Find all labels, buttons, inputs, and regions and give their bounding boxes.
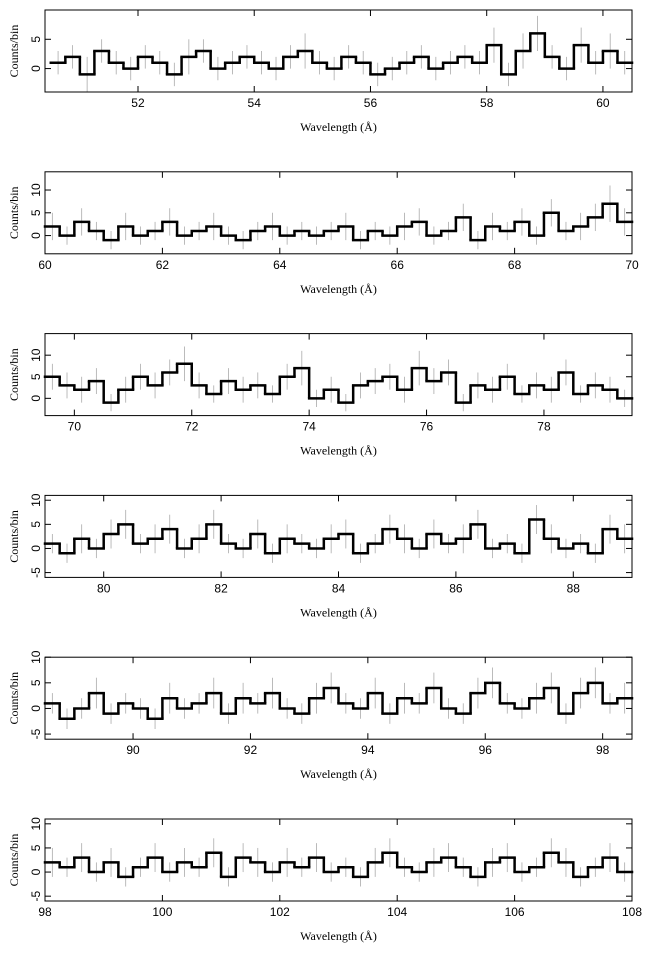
y-axis-label: Counts/bin — [7, 186, 21, 239]
y-axis-label: Counts/bin — [7, 348, 21, 401]
x-tick-label: 60 — [596, 96, 610, 110]
y-tick-label: 5 — [29, 36, 43, 43]
y-tick-label: 0 — [29, 705, 43, 712]
x-tick-label: 100 — [152, 905, 172, 919]
x-axis-label: Wavelength (Å) — [300, 605, 377, 619]
x-tick-label: 78 — [537, 420, 551, 434]
x-tick-label: 82 — [214, 581, 228, 595]
x-tick-label: 102 — [270, 905, 290, 919]
x-tick-label: 74 — [302, 420, 316, 434]
x-axis-label: Wavelength (Å) — [300, 120, 377, 134]
x-tick-label: 70 — [625, 258, 639, 272]
x-tick-label: 52 — [131, 96, 145, 110]
y-tick-label: -5 — [29, 728, 43, 739]
y-tick-label: -5 — [29, 567, 43, 578]
x-tick-label: 76 — [420, 420, 434, 434]
y-tick-label: 0 — [29, 868, 43, 875]
x-tick-label: 90 — [126, 743, 140, 757]
x-tick-label: 94 — [361, 743, 375, 757]
x-axis-label: Wavelength (Å) — [300, 444, 377, 458]
x-axis-label: Wavelength (Å) — [300, 767, 377, 781]
y-tick-label: 5 — [29, 844, 43, 851]
y-tick-label: 0 — [29, 545, 43, 552]
y-tick-label: 10 — [29, 817, 43, 831]
x-tick-label: 60 — [38, 258, 52, 272]
x-tick-label: 108 — [622, 905, 642, 919]
plot-frame — [44, 818, 633, 902]
y-axis-label: Counts/bin — [7, 834, 21, 887]
y-tick-label: 5 — [29, 373, 43, 380]
x-tick-label: 104 — [387, 905, 407, 919]
x-tick-label: 98 — [38, 905, 52, 919]
plot-frame — [44, 9, 633, 93]
x-axis-label: Wavelength (Å) — [300, 929, 377, 943]
y-tick-label: 0 — [29, 395, 43, 402]
y-tick-label: 10 — [29, 650, 43, 664]
x-tick-label: 64 — [273, 258, 287, 272]
x-tick-label: 96 — [479, 743, 493, 757]
x-tick-label: 92 — [244, 743, 258, 757]
x-tick-label: 68 — [508, 258, 522, 272]
y-tick-label: 10 — [29, 348, 43, 362]
y-axis-label: Counts/bin — [7, 510, 21, 563]
x-tick-label: 54 — [248, 96, 262, 110]
y-tick-label: 5 — [29, 209, 43, 216]
x-tick-label: 88 — [567, 581, 581, 595]
x-tick-label: 86 — [449, 581, 463, 595]
x-tick-label: 70 — [68, 420, 82, 434]
x-tick-label: 62 — [156, 258, 170, 272]
x-tick-label: 84 — [332, 581, 346, 595]
x-tick-label: 56 — [364, 96, 378, 110]
x-tick-label: 72 — [185, 420, 199, 434]
y-tick-label: 5 — [29, 521, 43, 528]
x-tick-label: 98 — [596, 743, 610, 757]
y-tick-label: 0 — [29, 65, 43, 72]
x-tick-label: 58 — [480, 96, 494, 110]
x-axis-label: Wavelength (Å) — [300, 282, 377, 296]
plot-frame — [44, 656, 633, 740]
x-tick-label: 106 — [505, 905, 525, 919]
y-axis-label: Counts/bin — [7, 25, 21, 78]
y-tick-label: 10 — [29, 493, 43, 507]
y-tick-label: 10 — [29, 183, 43, 197]
x-tick-label: 80 — [97, 581, 111, 595]
y-axis-label: Counts/bin — [7, 672, 21, 725]
y-tick-label: -5 — [29, 891, 43, 902]
y-tick-label: 5 — [29, 679, 43, 686]
y-tick-label: 0 — [29, 232, 43, 239]
x-tick-label: 66 — [391, 258, 405, 272]
plot-frame — [44, 333, 633, 417]
